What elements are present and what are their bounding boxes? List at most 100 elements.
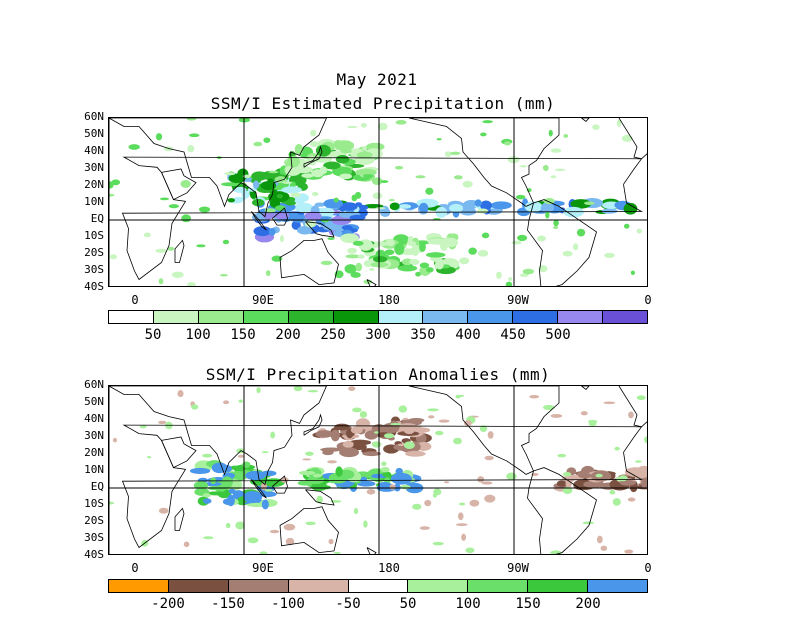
precip-coastline: [109, 118, 327, 218]
precip-blob: [570, 199, 592, 209]
precip-colorbar-swatch: [109, 311, 154, 323]
anomaly-coastline: [251, 479, 267, 499]
anomaly-speckle: [455, 523, 468, 527]
anomaly-speckle: [403, 441, 415, 449]
precip-blob: [323, 198, 343, 209]
precip-speckle: [327, 237, 335, 241]
anomaly-speckle: [256, 387, 261, 394]
precip-speckle: [350, 271, 361, 278]
precip-speckle: [550, 175, 557, 179]
precip-speckle: [436, 138, 442, 141]
anomaly-speckle: [366, 488, 376, 495]
anomaly-speckle: [283, 523, 296, 531]
precip-blob: [411, 244, 420, 257]
anomaly-blob: [349, 439, 372, 446]
precip-speckle: [351, 194, 358, 202]
precip-colorbar-swatch: [423, 311, 469, 323]
anomaly-lat-label: 30N: [84, 429, 104, 442]
precip-colorbar-label: 200: [275, 327, 301, 343]
precip-colorbar: [108, 310, 648, 324]
precip-blob: [524, 201, 543, 213]
anomaly-speckle: [479, 425, 488, 432]
anomaly-lat-label: 60N: [84, 378, 104, 391]
precip-speckle: [128, 144, 140, 150]
anomaly-blob: [624, 467, 647, 477]
precip-blob: [389, 202, 400, 211]
anomaly-speckle: [615, 477, 624, 482]
precip-blob: [314, 202, 326, 207]
anomaly-lon-label: 0: [644, 561, 652, 575]
precip-lon-label: 0: [644, 293, 652, 307]
precip-colorbar-swatch: [558, 311, 604, 323]
anomaly-speckle: [247, 537, 259, 544]
anomaly-blob: [211, 462, 228, 474]
anomaly-coastline: [174, 507, 185, 531]
precip-speckle: [109, 193, 115, 197]
anomaly-colorbar-swatch: [168, 580, 229, 592]
precip-speckle: [415, 271, 421, 277]
precip-speckle: [375, 207, 386, 210]
precip-blob: [319, 166, 328, 175]
precip-speckle: [450, 151, 461, 155]
precip-blob: [398, 204, 412, 209]
anomaly-speckle: [342, 440, 354, 448]
anomaly-lon-label: 90W: [507, 561, 529, 575]
precip-blob: [315, 144, 331, 157]
anomaly-speckle: [381, 461, 387, 467]
precip-colorbar-label: 50: [144, 327, 162, 343]
precip-lon-label: 180: [378, 293, 400, 307]
precip-speckle: [388, 199, 395, 202]
precip-blob: [347, 247, 357, 254]
precip-feature-4: [340, 233, 460, 276]
anomaly-blob: [242, 461, 251, 468]
precip-colorbar-label: 450: [500, 327, 526, 343]
precip-speckle: [263, 137, 271, 143]
precip-blob: [345, 254, 361, 259]
anomaly-speckle: [461, 533, 467, 541]
precip-blob: [239, 182, 247, 188]
precip-colorbar-swatch: [603, 311, 648, 323]
precip-speckle: [346, 125, 358, 129]
anomaly-blob: [228, 488, 236, 494]
anomaly-colorbar-label: 200: [575, 596, 601, 612]
precip-speckle: [477, 249, 489, 257]
precip-speckle: [186, 118, 197, 121]
precip-speckle: [171, 271, 184, 278]
precip-blob: [480, 200, 492, 211]
precip-speckle: [462, 180, 473, 188]
anomaly-feature-3: [189, 460, 285, 510]
precip-blob: [268, 227, 276, 236]
precip-lat-label: 30N: [84, 161, 104, 174]
anomaly-speckle: [307, 389, 319, 393]
anomaly-speckle: [202, 453, 213, 458]
precip-blob: [341, 225, 353, 231]
precip-blob: [227, 198, 236, 203]
anomaly-lat-label: 10N: [84, 463, 104, 476]
anomaly-speckle: [477, 476, 485, 483]
precip-speckle: [517, 234, 528, 242]
anomaly-blob: [382, 422, 399, 434]
precip-speckle: [496, 271, 502, 280]
precip-title: SSM/I Estimated Precipitation (mm): [210, 94, 556, 113]
anomaly-speckle: [348, 386, 356, 391]
precip-lon-label: 0: [131, 293, 139, 307]
anomaly-speckle: [484, 455, 494, 461]
precip-colorbar-swatch: [288, 311, 334, 323]
precip-blob: [335, 155, 350, 164]
anomaly-blob: [311, 482, 328, 492]
anomaly-speckle: [146, 456, 152, 459]
precip-speckle: [242, 174, 251, 178]
precip-speckle: [159, 197, 170, 201]
anomaly-speckle: [380, 466, 390, 473]
anomaly-blob: [578, 473, 592, 479]
precip-speckle: [271, 255, 283, 262]
precip-blob: [385, 239, 395, 247]
anomaly-colorbar-swatch: [468, 580, 529, 592]
precip-blob: [340, 202, 358, 211]
anomaly-speckle: [177, 390, 184, 398]
anomaly-blob: [243, 491, 263, 503]
precip-blob: [252, 180, 260, 189]
anomaly-colorbar-swatch: [109, 580, 169, 592]
anomaly-speckle: [484, 494, 496, 503]
precip-blob: [344, 264, 357, 274]
